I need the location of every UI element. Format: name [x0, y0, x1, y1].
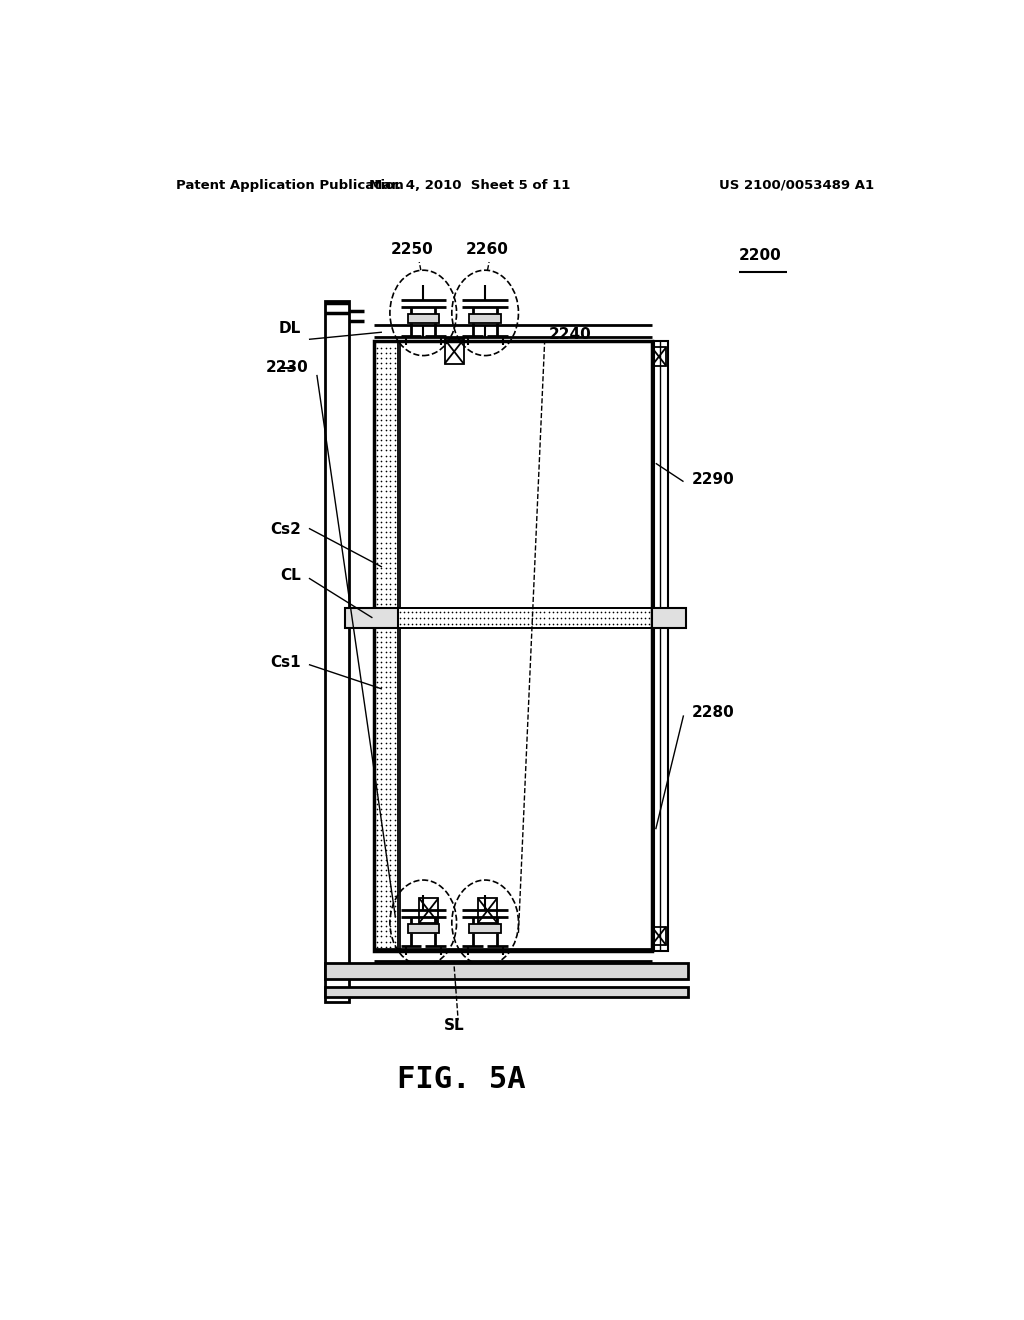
Text: FIG. 5A: FIG. 5A — [397, 1065, 525, 1094]
Bar — [652, 347, 666, 366]
Text: Cs2: Cs2 — [270, 523, 301, 537]
Bar — [652, 607, 686, 628]
Bar — [374, 628, 397, 952]
Bar — [400, 628, 653, 952]
Bar — [652, 927, 666, 945]
Bar — [469, 314, 501, 323]
Bar — [478, 899, 497, 923]
Bar — [400, 342, 653, 607]
Bar — [469, 924, 501, 933]
Bar — [325, 987, 688, 997]
Text: SL: SL — [443, 1019, 465, 1034]
Bar — [345, 607, 397, 628]
Text: 2280: 2280 — [691, 705, 734, 721]
Bar — [444, 339, 464, 364]
Bar — [397, 607, 652, 628]
Bar — [325, 964, 688, 978]
Text: 2260: 2260 — [465, 242, 508, 257]
Text: Patent Application Publication: Patent Application Publication — [176, 180, 403, 191]
Bar — [374, 342, 652, 952]
Bar — [419, 899, 438, 923]
Text: Cs1: Cs1 — [270, 655, 301, 669]
Text: 2250: 2250 — [391, 242, 433, 257]
Text: DL: DL — [279, 321, 301, 337]
Bar — [654, 342, 669, 952]
Text: Mar. 4, 2010  Sheet 5 of 11: Mar. 4, 2010 Sheet 5 of 11 — [369, 180, 570, 191]
Bar — [374, 342, 397, 607]
Bar — [325, 301, 348, 1002]
Bar — [408, 924, 439, 933]
Text: CL: CL — [281, 568, 301, 583]
Text: 2230: 2230 — [266, 360, 309, 375]
Text: 2290: 2290 — [691, 471, 734, 487]
Text: US 2100/0053489 A1: US 2100/0053489 A1 — [719, 180, 873, 191]
Text: 2240: 2240 — [549, 327, 591, 342]
Bar — [408, 314, 439, 323]
Text: —: — — [280, 360, 295, 375]
Text: 2200: 2200 — [739, 248, 781, 263]
